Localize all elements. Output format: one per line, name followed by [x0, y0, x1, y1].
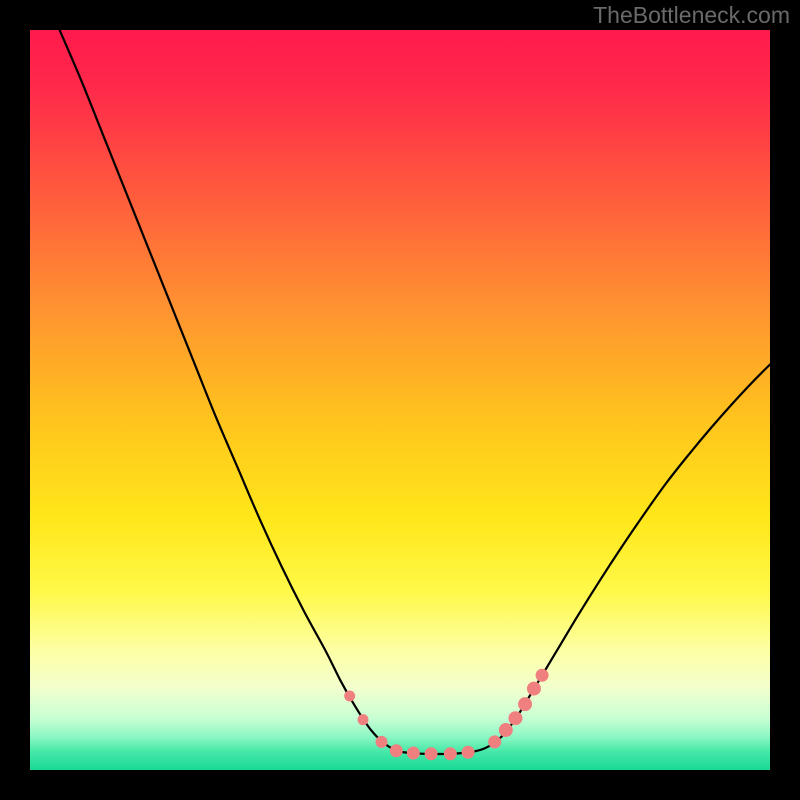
data-marker [425, 748, 437, 760]
data-marker [489, 736, 501, 748]
data-marker [519, 698, 532, 711]
plot-area [30, 30, 770, 770]
chart-frame: TheBottleneck.com [0, 0, 800, 800]
data-marker [358, 715, 368, 725]
data-marker [462, 746, 474, 758]
data-marker [527, 682, 540, 695]
chart-svg [30, 30, 770, 770]
data-marker [536, 669, 548, 681]
gradient-background [30, 30, 770, 770]
watermark-text: TheBottleneck.com [593, 2, 790, 29]
data-marker [499, 724, 512, 737]
data-marker [444, 748, 456, 760]
data-marker [390, 745, 402, 757]
data-marker [509, 712, 522, 725]
data-marker [407, 747, 419, 759]
data-marker [345, 691, 355, 701]
data-marker [376, 736, 387, 747]
